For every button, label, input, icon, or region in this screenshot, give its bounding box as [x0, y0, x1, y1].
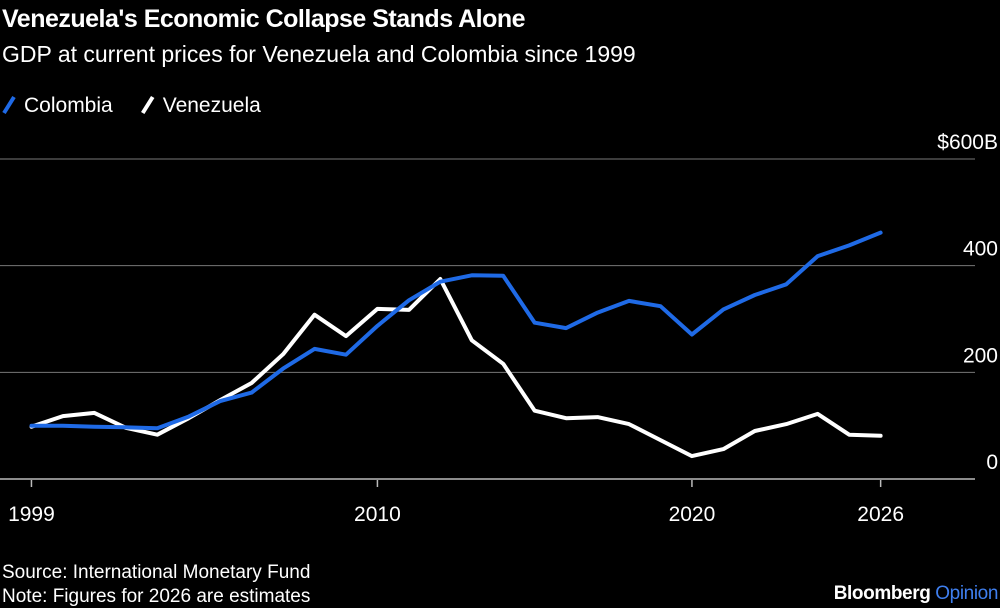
- y-tick-label: 400: [963, 238, 998, 261]
- note: Note: Figures for 2026 are estimates: [2, 586, 310, 607]
- y-tick-label: 0: [986, 451, 998, 474]
- legend-swatch: [2, 95, 16, 115]
- x-tick-label: 2020: [669, 503, 716, 526]
- chart-title: Venezuela's Economic Collapse Stands Alo…: [2, 5, 526, 33]
- chart-subtitle: GDP at current prices for Venezuela and …: [2, 41, 636, 67]
- series-line: [29, 230, 883, 431]
- legend-label: Colombia: [24, 94, 113, 117]
- brand-name: Bloomberg: [834, 583, 931, 604]
- series-line: [29, 277, 883, 459]
- legend-label: Venezuela: [163, 94, 261, 117]
- legend-swatch: [141, 95, 155, 115]
- brand: Bloomberg Opinion: [834, 583, 998, 604]
- x-tick-label: 1999: [8, 503, 55, 526]
- y-tick-label: 200: [963, 344, 998, 367]
- y-tick-label: $600B: [937, 131, 998, 154]
- x-tick-label: 2026: [857, 503, 904, 526]
- brand-section: Opinion: [935, 583, 998, 604]
- source: Source: International Monetary Fund: [2, 562, 310, 583]
- x-tick-label: 2010: [354, 503, 401, 526]
